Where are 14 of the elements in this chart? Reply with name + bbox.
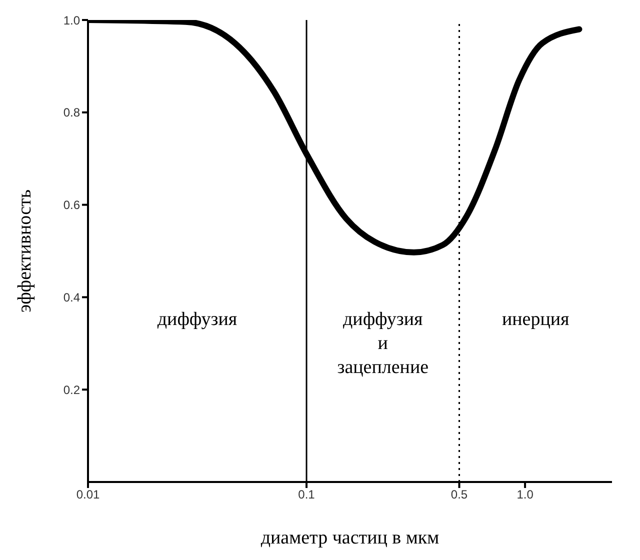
x-tick-label: 1.0	[516, 488, 534, 502]
y-tick-label: 1.0	[63, 13, 80, 28]
annotation: инерция	[502, 308, 570, 330]
annotation: диффузия	[157, 308, 238, 330]
y-tick-label: 0.4	[63, 290, 80, 304]
y-tick-label: 0.6	[63, 198, 80, 212]
y-tick-label: 0.2	[63, 382, 80, 397]
x-tick-label: 0.01	[76, 488, 100, 502]
x-tick-label: 0.5	[450, 488, 468, 502]
y-axis-title: эффективность	[14, 189, 36, 312]
y-tick-label: 0.8	[63, 106, 80, 120]
x-tick-label: 0.1	[298, 488, 316, 502]
x-axis-title: диаметр частиц в мкм	[260, 527, 440, 548]
annotation: диффузия и зацепление	[337, 308, 429, 378]
